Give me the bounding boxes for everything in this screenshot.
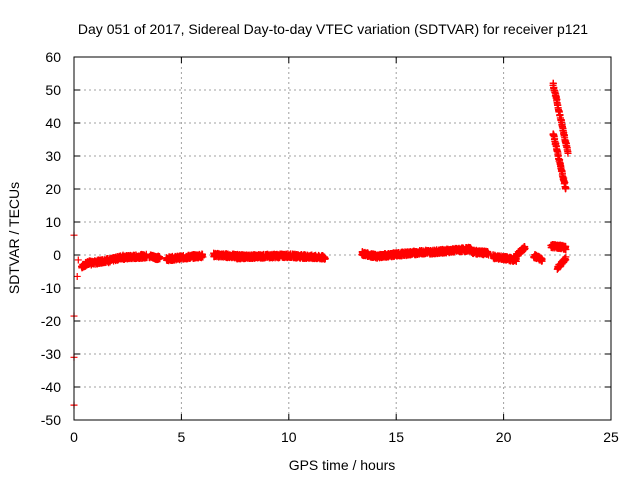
data-point xyxy=(156,255,164,263)
data-point xyxy=(521,244,529,252)
x-tick-label: 20 xyxy=(496,429,512,445)
x-tick-label: 15 xyxy=(388,429,404,445)
y-axis-title: SDTVAR / TECUs xyxy=(6,182,22,294)
data-point xyxy=(562,253,570,261)
data-point xyxy=(321,254,329,262)
y-tick-label: 60 xyxy=(45,49,61,65)
y-tick-label: 10 xyxy=(45,214,61,230)
x-tick-label: 10 xyxy=(281,429,297,445)
grid xyxy=(74,57,611,420)
y-tick-label: -20 xyxy=(41,313,61,329)
y-tick-label: 30 xyxy=(45,148,61,164)
plot-frame xyxy=(73,56,612,421)
chart-title: Day 051 of 2017, Sidereal Day-to-day VTE… xyxy=(78,21,588,37)
data-point xyxy=(199,253,207,261)
y-tick-label: -10 xyxy=(41,280,61,296)
y-tick-label: -40 xyxy=(41,379,61,395)
data-points xyxy=(70,79,572,409)
y-tick-label: 50 xyxy=(45,82,61,98)
x-axis-title: GPS time / hours xyxy=(289,457,396,473)
x-tick-label: 0 xyxy=(70,429,78,445)
data-point xyxy=(74,256,82,264)
data-point xyxy=(73,272,81,280)
data-point xyxy=(564,149,572,157)
x-tick-label: 5 xyxy=(178,429,186,445)
data-point xyxy=(538,257,546,265)
y-tick-label: 0 xyxy=(53,247,61,263)
data-point xyxy=(562,245,570,253)
data-point xyxy=(562,184,570,192)
y-tick-label: -30 xyxy=(41,346,61,362)
y-tick-label: 20 xyxy=(45,181,61,197)
x-tick-label: 25 xyxy=(603,429,619,445)
y-tick-label: 40 xyxy=(45,115,61,131)
y-tick-label: -50 xyxy=(41,412,61,428)
